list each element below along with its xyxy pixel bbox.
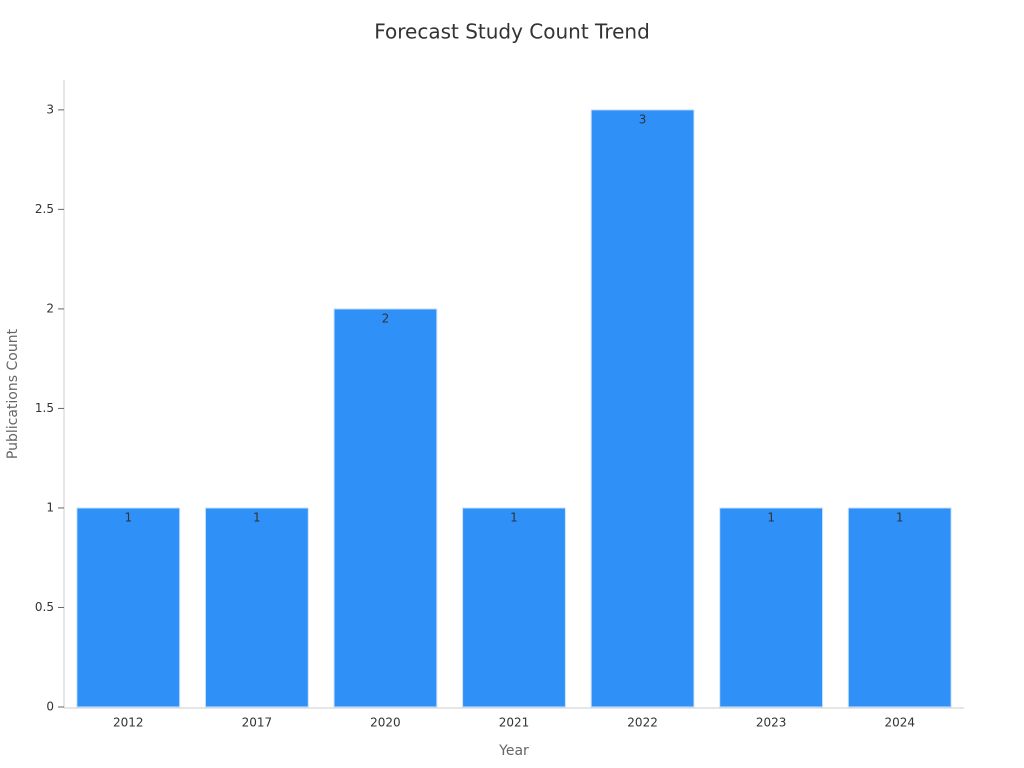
bar [590,109,695,708]
x-tick-label: 2012 [113,716,144,730]
y-axis-title: Publications Count [5,328,21,459]
data-label: 1 [124,510,132,524]
y-tick-label: 2.5 [35,202,54,216]
y-tick-label: 0.5 [35,600,54,614]
bar [847,507,952,708]
bar [76,507,181,708]
x-tick-label: 2023 [756,716,787,730]
x-tick-label: 2021 [499,716,530,730]
y-tick-label: 3 [46,102,54,116]
data-label: 1 [253,510,261,524]
data-label: 1 [767,510,775,524]
data-label: 2 [382,311,390,325]
data-label: 3 [639,112,647,126]
bar [462,507,566,708]
chart-title: Forecast Study Count Trend [374,20,650,44]
y-tick-label: 1 [46,500,54,514]
bar [204,507,309,708]
data-label: 1 [510,510,518,524]
x-tick-label: 2017 [242,716,273,730]
bar [333,308,438,708]
y-tick-label: 2 [46,301,54,315]
y-tick-label: 0 [46,700,54,714]
data-label: 1 [896,510,904,524]
x-tick-label: 2022 [627,716,658,730]
x-tick-label: 2024 [884,716,915,730]
y-tick-label: 1.5 [35,401,54,415]
x-axis-title: Year [498,743,529,759]
x-tick-label: 2020 [370,716,401,730]
bar [719,507,824,708]
